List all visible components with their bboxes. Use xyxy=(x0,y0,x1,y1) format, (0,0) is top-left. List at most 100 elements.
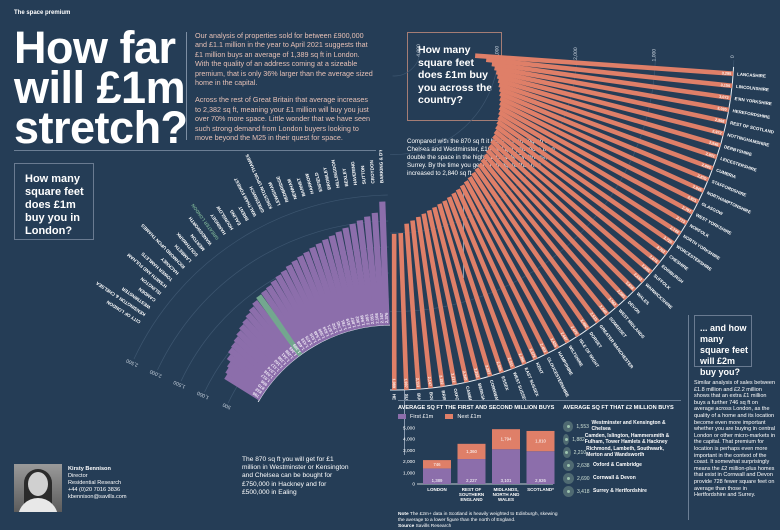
bar-value-label: 2,447 xyxy=(560,332,568,342)
two-million-text: Similar analysis of sales between £1.8 m… xyxy=(694,380,776,499)
baseline-arc xyxy=(257,324,390,403)
bar xyxy=(485,148,628,301)
bar xyxy=(497,115,682,236)
category-label: OXFORDSHIRE xyxy=(453,388,464,400)
bar-first-million xyxy=(457,459,486,484)
source-label: Source xyxy=(398,523,415,529)
bar xyxy=(471,171,581,338)
bar-value-label: 2,108 xyxy=(374,312,380,324)
bar-value-label: 2,749 xyxy=(669,226,679,235)
bar-value-label: 2,113 xyxy=(415,378,420,388)
bar xyxy=(236,330,283,375)
contact-email[interactable]: kbennison@savills.com xyxy=(68,494,127,500)
category-label: WALES xyxy=(636,291,651,306)
bar-group: 1,989 HERTFORDSHIRE xyxy=(392,233,397,400)
bar-value-label: 2,946 xyxy=(709,141,719,148)
category-label: BROMLEY xyxy=(322,167,332,191)
bar xyxy=(226,354,271,389)
axis-tick-label: 0 xyxy=(730,55,736,58)
bar-value-label: 1,017 xyxy=(259,373,271,384)
bar-value-label: 1,948 xyxy=(359,314,366,326)
category-label: CROYDON xyxy=(369,159,376,183)
bar-value-label: 2,797 xyxy=(681,206,691,214)
bar-value-label: 2,678 xyxy=(648,255,658,264)
stacked-chart-title: AVERAGE SQ FT THE FIRST AND SECOND MILLI… xyxy=(398,405,555,411)
list-item-value: 1,553 xyxy=(576,423,589,430)
intro-paragraph: Across the rest of Great Britain that av… xyxy=(195,95,370,143)
bar-value-label: 2,870 xyxy=(697,174,707,181)
list-item-value: 1,882 xyxy=(572,436,585,443)
bar xyxy=(463,180,560,350)
bar-value-label: 786 xyxy=(251,391,260,399)
bar xyxy=(421,213,457,385)
category-label: SUTTON xyxy=(360,165,367,185)
two-million-list-title: AVERAGE SQ FT THAT £2 MILLION BUYS xyxy=(563,405,674,411)
bullet-icon xyxy=(563,460,574,471)
bar-group: 2,003 BEXLEY xyxy=(342,168,372,328)
axis-tick-label: 3,000 xyxy=(494,46,500,59)
bar-next-million xyxy=(423,460,451,469)
bar-value-label: 1,345 xyxy=(287,345,298,357)
bar xyxy=(477,162,600,324)
bar xyxy=(328,235,358,331)
bar xyxy=(261,289,308,354)
stacked-bar-chart: 0 1,000 2,000 3,000 4,000 5,000 1,389 746 LONDON… xyxy=(403,426,555,502)
bar-value-label: 2,540 xyxy=(598,305,607,315)
bar-value-label: 1,997 xyxy=(403,378,407,388)
bar-group: 2,182 BRISTOL xyxy=(415,216,449,400)
bar xyxy=(285,264,328,342)
bullet-icon xyxy=(563,434,570,445)
category-label: HARROW xyxy=(304,172,315,194)
bar-value-label: 1,819 xyxy=(345,317,353,329)
bar-value-label: 2,356 xyxy=(518,353,525,363)
contact-phone[interactable]: +44 (0)20 7016 3836 xyxy=(68,487,121,493)
bar xyxy=(410,220,433,389)
bar xyxy=(493,129,661,265)
grid-ring xyxy=(133,194,388,360)
y-tick-label: 2,000 xyxy=(403,459,415,465)
contact-card: Kirsty Bennison Director Residential Res… xyxy=(68,466,127,501)
london-question-box: How many square feet does £1m buy you in… xyxy=(14,163,94,240)
bar xyxy=(415,216,445,387)
bar xyxy=(498,87,714,171)
bar xyxy=(265,284,312,352)
bar-value-label: 1,857 xyxy=(349,316,357,328)
x-category-label: WALES xyxy=(498,497,514,502)
two-million-list: 1,553 Westminster and Kensington & Chels… xyxy=(563,420,681,498)
grid-ring xyxy=(392,50,421,77)
category-label: BOURNEMOUTH xyxy=(428,392,437,400)
bar-group: 2,051 HAVERING xyxy=(350,161,376,327)
bar xyxy=(291,259,332,340)
bar-value-label: 870 xyxy=(256,383,265,392)
bar-value-label: 2,003 xyxy=(364,313,371,325)
source-text: Savills Research xyxy=(415,523,452,529)
list-item-label: Richmond, Lambeth, Southwark, Merton and… xyxy=(586,445,664,458)
bar xyxy=(498,110,688,226)
bar xyxy=(480,157,610,316)
bar xyxy=(225,367,265,397)
category-label: DERBYSHIRE xyxy=(723,144,752,157)
list-item-label: Cornwall & Devon xyxy=(593,474,636,481)
category-label: CUMBRIA xyxy=(716,168,738,180)
bar-value-label: 2,926 xyxy=(535,478,546,483)
category-label: WEST SUSSEX xyxy=(512,371,528,400)
list-item: 2,210 Richmond, Lambeth, Southwark, Mert… xyxy=(563,446,681,459)
list-item-value: 2,638 xyxy=(577,462,590,469)
bar-value-label: 2,725 xyxy=(663,236,673,245)
x-category-label: REST OF xyxy=(462,487,482,492)
category-label: BERKSHIRE xyxy=(477,383,488,400)
category-label: EAST SUSSEX xyxy=(524,367,540,397)
list-item: 3,418 Surrey & Hertfordshire xyxy=(563,485,681,498)
bar-value-label: 1,160 xyxy=(273,358,284,369)
bar xyxy=(270,279,316,349)
intro-paragraph: Our analysis of properties sold for betw… xyxy=(195,31,373,88)
axis-tick-label: 4,000 xyxy=(416,44,422,57)
axis-tick-label: 1,500 xyxy=(173,379,187,390)
category-label: BRISTOL xyxy=(441,390,449,400)
bar-value-label: 1,288 xyxy=(284,348,295,360)
bullet-icon xyxy=(563,486,574,497)
bar xyxy=(349,223,372,328)
bar xyxy=(432,206,481,380)
divider xyxy=(688,315,689,520)
